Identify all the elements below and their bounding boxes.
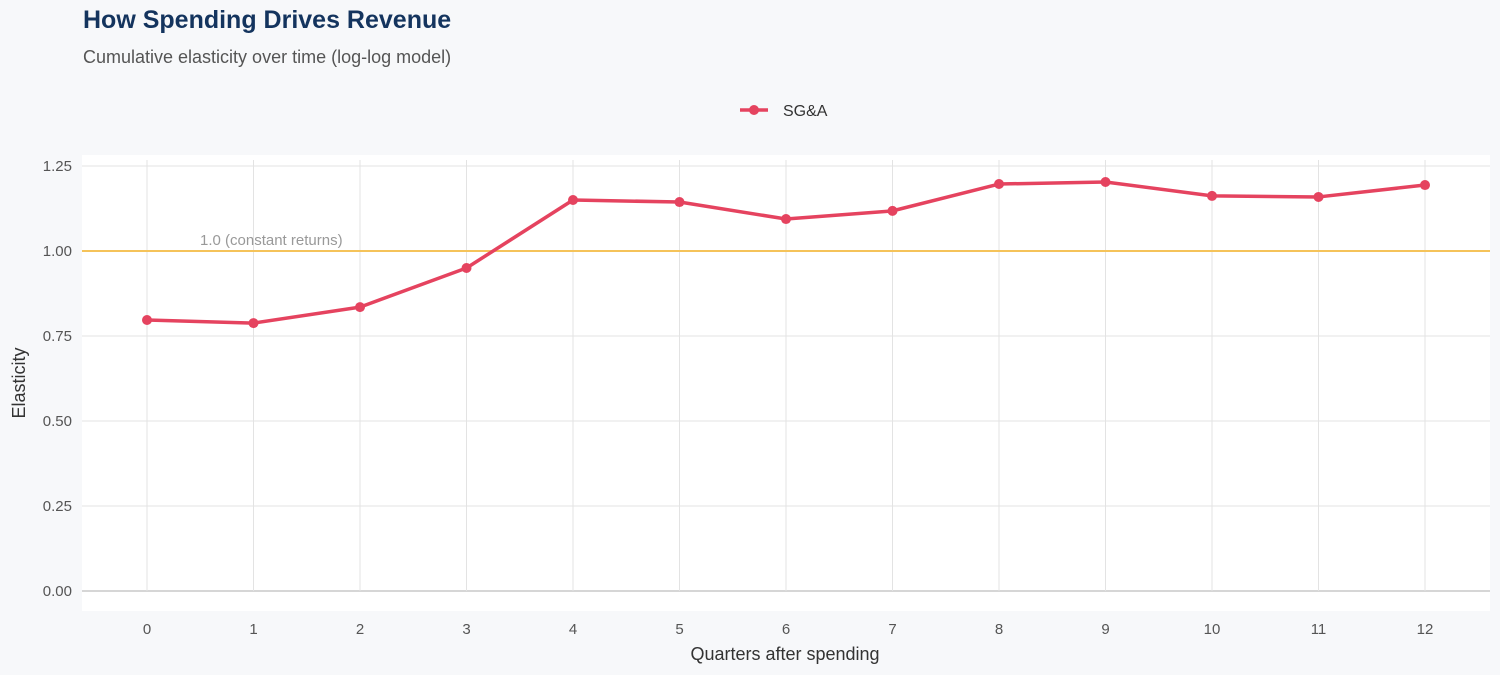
x-tick-label: 2 <box>356 621 364 638</box>
data-point <box>887 205 898 216</box>
x-tick-label: 0 <box>143 621 151 638</box>
y-tick-label: 0.75 <box>43 328 72 345</box>
x-tick-label: 12 <box>1417 621 1434 638</box>
data-point <box>1100 176 1111 187</box>
data-point <box>674 197 685 208</box>
chart-title: How Spending Drives Revenue <box>83 6 452 34</box>
x-tick-label: 11 <box>1311 621 1327 638</box>
data-point <box>1207 190 1217 201</box>
y-tick-label: 0.50 <box>43 413 72 430</box>
x-tick-label: 10 <box>1204 621 1221 638</box>
y-tick-label: 1.25 <box>43 158 72 175</box>
reference-line-label: 1.0 (constant returns) <box>200 232 343 249</box>
x-tick-label: 8 <box>995 621 1003 638</box>
data-point <box>1313 191 1324 202</box>
x-tick-label: 1 <box>249 621 257 638</box>
legend-marker <box>749 105 759 115</box>
y-tick-label: 1.00 <box>43 243 72 260</box>
x-tick-label: 3 <box>462 621 470 638</box>
x-tick-label: 5 <box>675 621 683 638</box>
data-point <box>355 302 365 313</box>
x-axis-label: Quarters after spending <box>690 644 879 664</box>
data-point <box>1420 180 1430 191</box>
legend: SG&A <box>740 103 828 120</box>
data-point <box>994 179 1004 190</box>
data-point <box>781 214 791 225</box>
legend-label: SG&A <box>783 103 828 120</box>
x-tick-label: 7 <box>888 621 896 638</box>
data-point <box>142 315 152 326</box>
data-point <box>248 318 259 329</box>
y-tick-label: 0.25 <box>43 498 72 515</box>
data-point <box>568 195 578 205</box>
y-axis-label: Elasticity <box>9 347 29 418</box>
x-tick-label: 4 <box>569 621 577 638</box>
data-point <box>461 263 472 273</box>
chart-subtitle: Cumulative elasticity over time (log-log… <box>83 47 452 67</box>
y-tick-label: 0.00 <box>43 583 72 600</box>
x-tick-label: 9 <box>1101 621 1109 638</box>
x-tick-label: 6 <box>782 621 790 638</box>
